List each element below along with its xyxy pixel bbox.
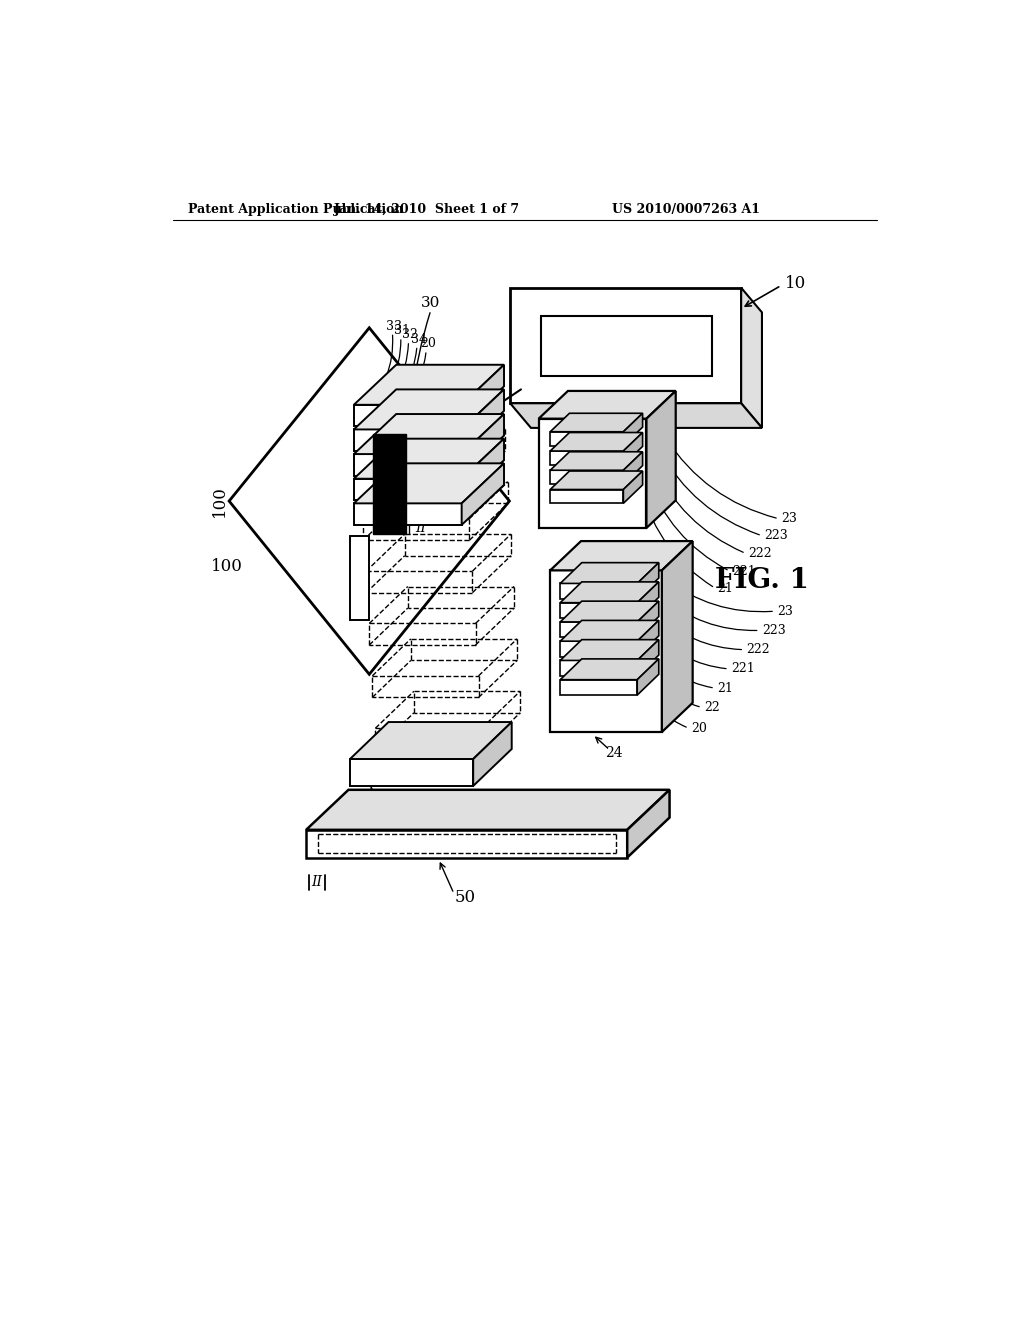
- Polygon shape: [354, 414, 504, 454]
- Text: Jan. 14, 2010  Sheet 1 of 7: Jan. 14, 2010 Sheet 1 of 7: [334, 203, 520, 216]
- Polygon shape: [624, 433, 643, 465]
- Polygon shape: [306, 789, 670, 830]
- Polygon shape: [560, 603, 637, 618]
- Polygon shape: [306, 830, 628, 858]
- Polygon shape: [462, 389, 504, 451]
- Polygon shape: [354, 479, 462, 500]
- Text: 222: 222: [749, 546, 772, 560]
- Polygon shape: [637, 582, 658, 618]
- Polygon shape: [550, 432, 624, 446]
- Polygon shape: [550, 433, 643, 451]
- Text: 50: 50: [455, 890, 476, 906]
- Text: 31: 31: [394, 325, 411, 338]
- Text: 22: 22: [705, 701, 720, 714]
- Polygon shape: [350, 722, 512, 759]
- Text: FIG. 1: FIG. 1: [715, 566, 809, 594]
- Polygon shape: [560, 562, 658, 583]
- Polygon shape: [637, 601, 658, 638]
- Text: 21: 21: [717, 582, 733, 594]
- Text: II: II: [311, 875, 323, 890]
- Polygon shape: [560, 582, 658, 603]
- Text: 100: 100: [211, 558, 244, 576]
- Polygon shape: [510, 288, 741, 404]
- Polygon shape: [539, 418, 646, 528]
- Text: 20: 20: [691, 722, 707, 735]
- Text: 10: 10: [785, 275, 806, 292]
- Text: 24: 24: [605, 746, 623, 760]
- Text: X: X: [368, 783, 376, 796]
- Polygon shape: [560, 583, 637, 599]
- Text: Patent Application Publication: Patent Application Publication: [188, 203, 403, 216]
- Polygon shape: [350, 536, 370, 620]
- Polygon shape: [539, 391, 676, 418]
- Polygon shape: [624, 471, 643, 503]
- Polygon shape: [624, 413, 643, 446]
- Polygon shape: [560, 659, 658, 680]
- Polygon shape: [637, 620, 658, 656]
- Text: 20: 20: [420, 338, 436, 351]
- Text: 34: 34: [411, 333, 427, 346]
- Text: 30: 30: [421, 296, 440, 310]
- Text: 223: 223: [762, 624, 785, 638]
- Polygon shape: [550, 451, 643, 470]
- Polygon shape: [462, 364, 504, 426]
- Text: 33: 33: [386, 319, 401, 333]
- Polygon shape: [462, 438, 504, 500]
- Polygon shape: [560, 660, 637, 676]
- Polygon shape: [560, 680, 637, 696]
- Text: 23: 23: [781, 512, 797, 525]
- Polygon shape: [473, 722, 512, 785]
- Polygon shape: [560, 620, 658, 642]
- Polygon shape: [550, 541, 692, 570]
- Text: 221: 221: [731, 663, 755, 676]
- Polygon shape: [354, 364, 504, 405]
- Polygon shape: [624, 451, 643, 484]
- Polygon shape: [560, 622, 637, 638]
- Text: 21: 21: [717, 681, 733, 694]
- Polygon shape: [354, 503, 462, 525]
- Polygon shape: [354, 405, 462, 426]
- Text: 23: 23: [777, 605, 794, 618]
- Polygon shape: [628, 789, 670, 858]
- Polygon shape: [350, 759, 473, 785]
- Text: 223: 223: [764, 529, 788, 543]
- Polygon shape: [550, 470, 624, 484]
- Text: II: II: [416, 521, 426, 535]
- Polygon shape: [550, 413, 643, 432]
- Polygon shape: [560, 601, 658, 622]
- Text: US 2010/0007263 A1: US 2010/0007263 A1: [611, 203, 760, 216]
- Text: 221: 221: [732, 565, 756, 578]
- Polygon shape: [741, 288, 762, 428]
- Polygon shape: [560, 640, 658, 660]
- Text: 32: 32: [402, 329, 418, 342]
- Polygon shape: [354, 463, 504, 503]
- Polygon shape: [560, 642, 637, 656]
- Polygon shape: [354, 389, 504, 429]
- Polygon shape: [662, 541, 692, 733]
- Polygon shape: [229, 327, 509, 675]
- Polygon shape: [354, 429, 462, 451]
- Polygon shape: [637, 659, 658, 696]
- Polygon shape: [373, 434, 407, 535]
- Polygon shape: [550, 570, 662, 733]
- Polygon shape: [637, 562, 658, 599]
- Polygon shape: [462, 414, 504, 475]
- Text: 100: 100: [211, 486, 228, 517]
- Polygon shape: [354, 438, 504, 479]
- Polygon shape: [541, 317, 712, 376]
- Polygon shape: [354, 454, 462, 475]
- Polygon shape: [637, 640, 658, 676]
- Polygon shape: [462, 463, 504, 525]
- Polygon shape: [550, 490, 624, 503]
- Text: 222: 222: [746, 643, 770, 656]
- Polygon shape: [646, 391, 676, 528]
- Polygon shape: [550, 471, 643, 490]
- Polygon shape: [550, 451, 624, 465]
- Polygon shape: [510, 404, 762, 428]
